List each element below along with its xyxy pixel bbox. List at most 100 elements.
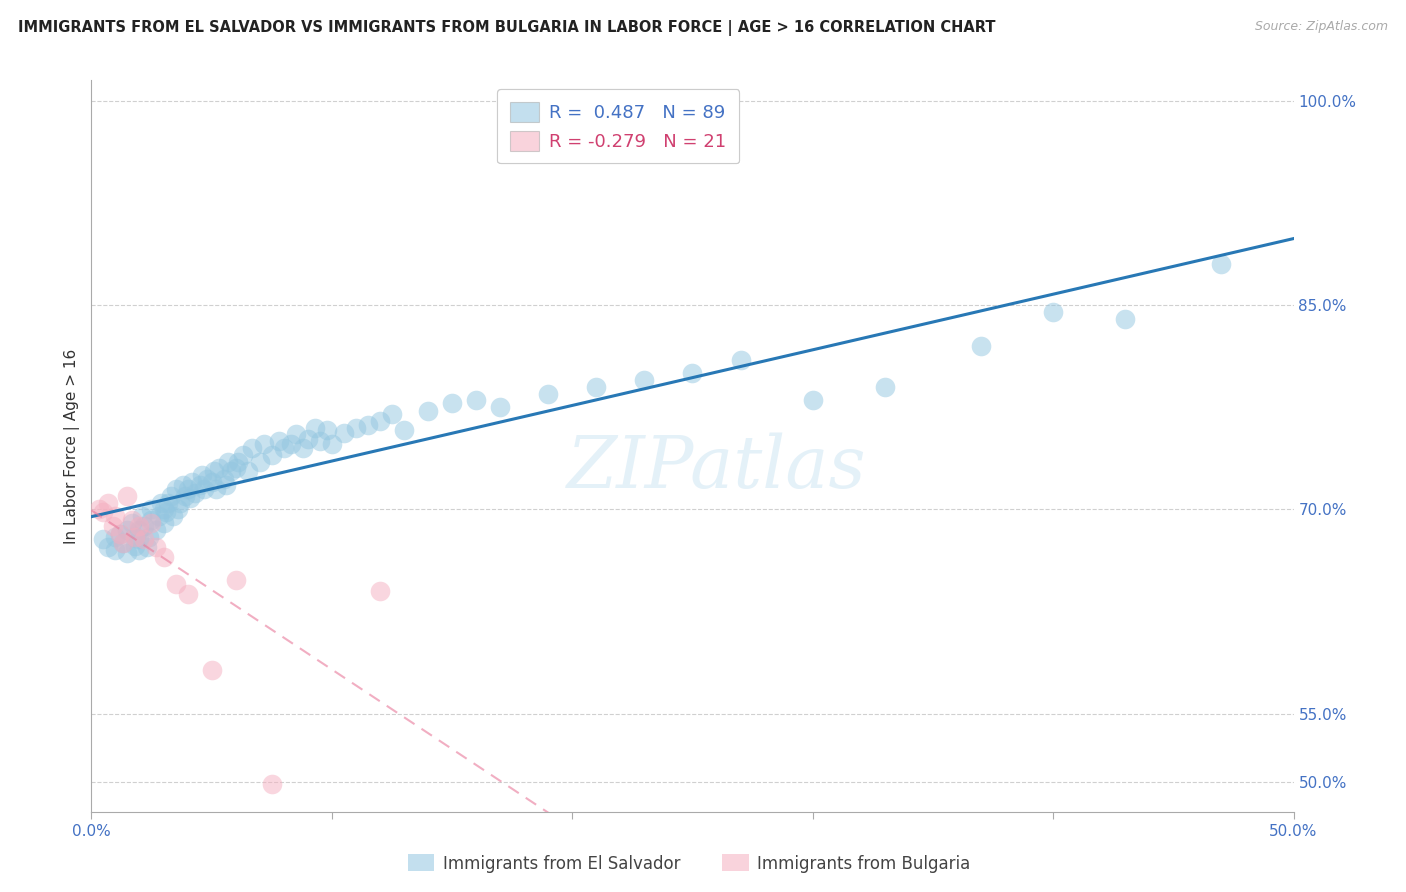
Point	[368, 584, 391, 599]
Point	[201, 663, 224, 677]
Point	[226, 455, 249, 469]
Point	[145, 523, 167, 537]
Point	[217, 455, 239, 469]
Point	[416, 404, 439, 418]
Point	[176, 587, 198, 601]
Point	[215, 478, 238, 492]
Point	[291, 441, 314, 455]
Point	[465, 393, 488, 408]
Point	[381, 407, 404, 421]
Point	[193, 482, 215, 496]
Point	[304, 420, 326, 434]
Point	[111, 536, 134, 550]
Point	[225, 461, 247, 475]
Point	[124, 530, 146, 544]
Point	[219, 464, 242, 478]
Point	[212, 472, 235, 486]
Point	[333, 425, 356, 440]
Point	[308, 434, 330, 449]
Text: Source: ZipAtlas.com: Source: ZipAtlas.com	[1254, 20, 1388, 33]
Point	[179, 491, 201, 506]
Text: IMMIGRANTS FROM EL SALVADOR VS IMMIGRANTS FROM BULGARIA IN LABOR FORCE | AGE > 1: IMMIGRANTS FROM EL SALVADOR VS IMMIGRANT…	[18, 20, 995, 36]
Point	[1042, 305, 1064, 319]
Text: ZIPatlas: ZIPatlas	[567, 433, 866, 503]
Point	[104, 543, 127, 558]
Point	[152, 516, 174, 530]
Point	[284, 427, 307, 442]
Point	[801, 393, 824, 408]
Point	[201, 475, 224, 489]
Point	[176, 482, 198, 496]
Point	[110, 526, 132, 541]
Point	[101, 518, 124, 533]
Point	[730, 352, 752, 367]
Point	[280, 437, 302, 451]
Point	[148, 509, 170, 524]
Point	[165, 482, 187, 496]
Point	[273, 441, 295, 455]
Point	[970, 339, 993, 353]
Point	[208, 461, 231, 475]
Point	[128, 543, 150, 558]
Point	[141, 513, 163, 527]
Point	[232, 448, 254, 462]
Point	[169, 495, 191, 509]
Point	[124, 539, 146, 553]
Point	[93, 533, 115, 547]
Point	[392, 423, 415, 437]
Point	[172, 478, 194, 492]
Point	[93, 505, 115, 519]
Y-axis label: In Labor Force | Age > 16: In Labor Force | Age > 16	[65, 349, 80, 543]
Point	[145, 541, 167, 555]
Point	[174, 489, 197, 503]
Point	[117, 546, 139, 560]
Point	[316, 423, 339, 437]
Point	[117, 523, 139, 537]
Point	[104, 530, 127, 544]
Point	[267, 434, 290, 449]
Point	[167, 502, 190, 516]
Point	[537, 386, 560, 401]
Point	[1211, 257, 1233, 271]
Point	[141, 502, 163, 516]
Point	[128, 523, 150, 537]
Point	[97, 495, 120, 509]
Point	[131, 509, 153, 524]
Point	[117, 489, 139, 503]
Legend: R =  0.487   N = 89, R = -0.279   N = 21: R = 0.487 N = 89, R = -0.279 N = 21	[498, 89, 740, 163]
Point	[260, 448, 283, 462]
Point	[135, 541, 157, 555]
Point	[121, 513, 143, 527]
Point	[152, 549, 174, 564]
Point	[205, 482, 228, 496]
Point	[202, 464, 225, 478]
Point	[138, 530, 160, 544]
Point	[128, 518, 150, 533]
Point	[242, 441, 264, 455]
Point	[1114, 311, 1136, 326]
Point	[181, 475, 204, 489]
Point	[873, 380, 896, 394]
Point	[188, 478, 211, 492]
Point	[141, 516, 163, 530]
Point	[111, 536, 134, 550]
Point	[159, 489, 181, 503]
Point	[97, 541, 120, 555]
Point	[162, 509, 184, 524]
Point	[121, 516, 143, 530]
Legend: Immigrants from El Salvador, Immigrants from Bulgaria: Immigrants from El Salvador, Immigrants …	[401, 847, 977, 880]
Point	[585, 380, 607, 394]
Point	[157, 495, 180, 509]
Point	[87, 502, 110, 516]
Point	[191, 468, 214, 483]
Point	[681, 366, 703, 380]
Point	[253, 437, 276, 451]
Point	[165, 577, 187, 591]
Point	[260, 777, 283, 791]
Point	[440, 396, 463, 410]
Point	[321, 437, 343, 451]
Point	[134, 518, 156, 533]
Point	[249, 455, 271, 469]
Point	[489, 400, 512, 414]
Point	[225, 573, 247, 587]
